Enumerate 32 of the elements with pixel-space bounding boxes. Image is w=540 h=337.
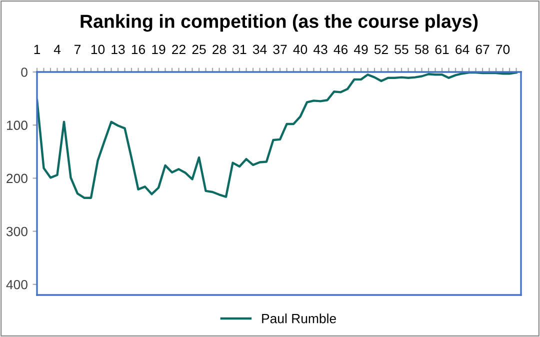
legend-label: Paul Rumble	[262, 314, 336, 324]
x-tick-label: 19	[152, 44, 166, 54]
x-tick-label: 25	[192, 44, 206, 54]
x-tick-label: 16	[132, 44, 146, 54]
y-tick-label: 200	[6, 174, 28, 184]
x-tick-label: 70	[496, 44, 510, 54]
y-tick-label: 100	[6, 120, 28, 130]
y-tick-label: 400	[6, 280, 28, 290]
x-tick-label: 49	[354, 44, 368, 54]
y-tick-label: 0	[21, 68, 28, 77]
x-tick-label: 31	[232, 44, 246, 54]
x-tick-label: 58	[414, 44, 429, 54]
x-tick-label: 28	[212, 44, 226, 54]
x-tick-label: 61	[435, 44, 449, 54]
x-tick-label: 52	[374, 44, 388, 54]
x-tick-label: 40	[293, 44, 308, 54]
x-tick-label: 7	[74, 44, 81, 54]
chart-title: Ranking in competition (as the course plays)	[80, 14, 478, 32]
x-tick-label: 22	[172, 44, 186, 54]
x-tick-label: 46	[334, 44, 348, 54]
x-tick-label: 64	[456, 44, 470, 54]
x-tick-label: 43	[313, 44, 328, 54]
x-tick-label: 1	[34, 44, 40, 54]
x-tick-label: 67	[476, 44, 490, 54]
x-tick-label: 13	[112, 44, 125, 54]
x-tick-label: 34	[252, 44, 267, 54]
x-tick-label: 37	[273, 44, 287, 54]
line-series	[37, 72, 518, 199]
x-tick-label: 4	[54, 44, 61, 54]
x-tick-label: 10	[91, 44, 105, 54]
x-tick-label: 55	[394, 44, 408, 54]
y-tick-label: 300	[6, 226, 28, 236]
